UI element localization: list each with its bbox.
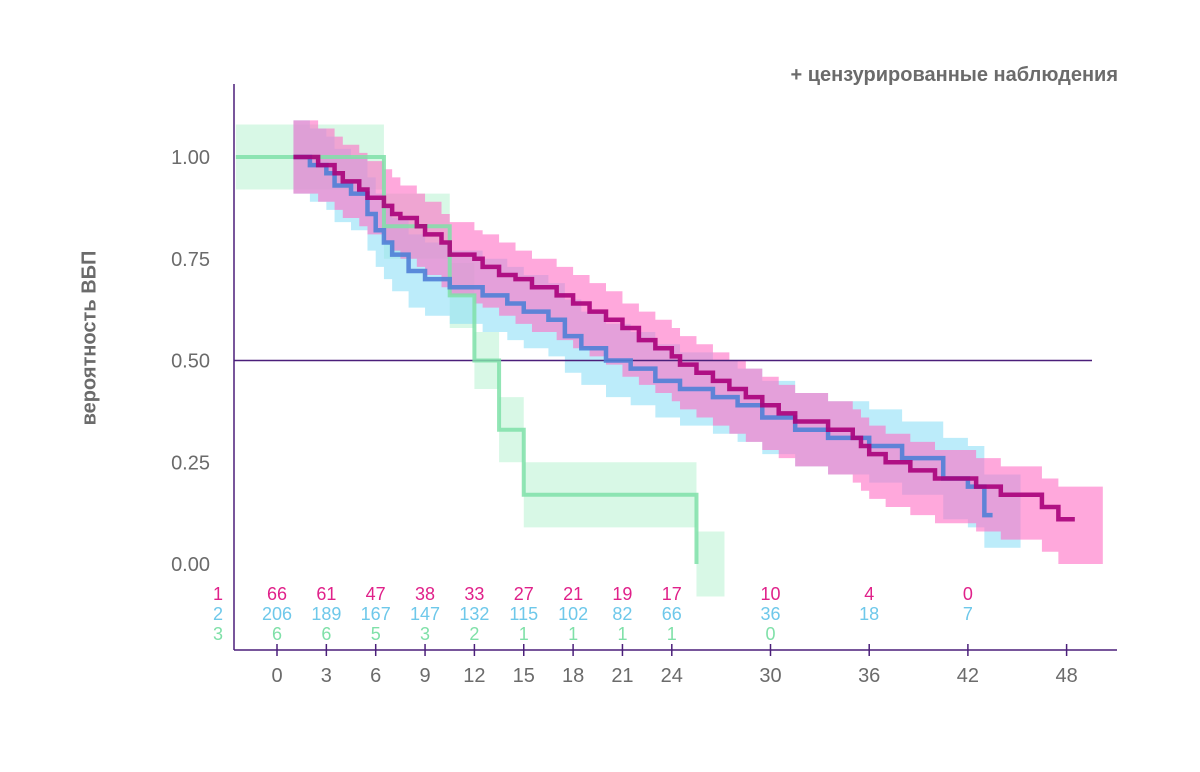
risk-count: 167	[361, 604, 391, 624]
risk-count: 206	[262, 604, 292, 624]
x-tick-label: 3	[321, 665, 332, 687]
y-axis-label: вероятность ВБП	[78, 250, 101, 426]
risk-count: 5	[371, 624, 381, 644]
x-tick-label: 0	[271, 665, 282, 687]
risk-count: 115	[509, 604, 538, 624]
risk-count: 1	[617, 624, 627, 644]
risk-count: 66	[662, 604, 682, 624]
risk-row-label: 1	[213, 584, 223, 604]
risk-count: 6	[272, 624, 282, 644]
x-tick-label: 30	[759, 665, 781, 687]
risk-count: 3	[420, 624, 430, 644]
risk-count: 1	[568, 624, 578, 644]
risk-count: 1	[519, 624, 529, 644]
y-tick-label: 0.50	[171, 351, 210, 373]
x-tick-label: 6	[370, 665, 381, 687]
x-tick-label: 9	[419, 665, 430, 687]
y-tick-label: 0.75	[171, 249, 210, 271]
x-tick-label: 36	[858, 665, 880, 687]
risk-count: 36	[760, 604, 780, 624]
survival-curves	[235, 154, 1075, 564]
risk-table: 1 66 61 47 38 33 27 21 19 17 10 4 02 206 189 167 147 132 1…	[213, 584, 973, 644]
x-tick-label: 15	[513, 665, 535, 687]
risk-count: 27	[514, 584, 534, 604]
x-tick-label: 42	[957, 665, 979, 687]
risk-count: 61	[316, 584, 336, 604]
risk-count: 147	[410, 604, 440, 624]
risk-count: 10	[760, 584, 780, 604]
risk-count: 132	[459, 604, 489, 624]
km-curve-series-2	[293, 154, 993, 518]
y-tick-label: 0.25	[171, 452, 210, 474]
risk-count: 1	[667, 624, 677, 644]
risk-count: 33	[464, 584, 484, 604]
x-tick-label: 48	[1055, 665, 1077, 687]
risk-row-label: 2	[213, 604, 223, 624]
y-tick-label: 1.00	[171, 147, 210, 169]
risk-count: 6	[321, 624, 331, 644]
risk-count: 2	[469, 624, 479, 644]
risk-count: 7	[963, 604, 973, 624]
x-tick-label: 24	[661, 665, 683, 687]
risk-count: 38	[415, 584, 435, 604]
risk-count: 47	[366, 584, 386, 604]
x-tick-label: 21	[611, 665, 633, 687]
risk-count: 0	[765, 624, 775, 644]
x-tick-label: 18	[562, 665, 584, 687]
risk-count: 21	[563, 584, 583, 604]
risk-count: 0	[963, 584, 973, 604]
risk-count: 66	[267, 584, 287, 604]
km-curve-series-3	[235, 155, 699, 564]
risk-count: 4	[864, 584, 874, 604]
risk-count: 102	[558, 604, 588, 624]
km-curve-series-1	[293, 154, 1075, 522]
risk-count: 19	[612, 584, 632, 604]
y-tick-label: 0.00	[171, 554, 210, 576]
axes	[233, 84, 1117, 651]
x-tick-label: 12	[463, 665, 485, 687]
risk-count: 18	[859, 604, 879, 624]
x-tick-labels: 0 3 6 9 12 15 18 21 24 30 36 42 48	[271, 644, 1078, 687]
risk-count: 82	[612, 604, 632, 624]
y-tick-labels: 0.00 0.25 0.50 0.75 1.00	[171, 147, 210, 576]
risk-count: 17	[662, 584, 682, 604]
censored-legend-note: + цензурированные наблюдения	[790, 64, 1119, 86]
risk-count: 189	[311, 604, 341, 624]
risk-row-label: 3	[213, 624, 223, 644]
